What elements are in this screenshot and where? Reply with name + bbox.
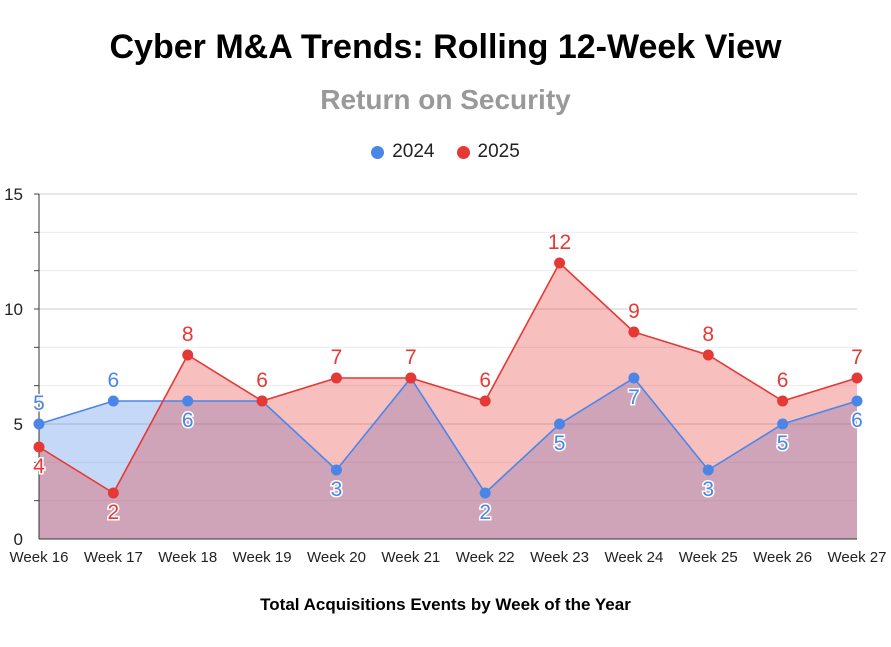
legend-item-2024[interactable]: 2024 [371, 141, 435, 163]
data-label-2024: 6 [256, 369, 268, 392]
data-label-2025: 8 [182, 323, 194, 346]
legend: 2024 2025 [0, 141, 891, 163]
point-2025 [182, 349, 194, 361]
chart-title: Cyber M&A Trends: Rolling 12-Week View [109, 28, 782, 66]
point-2025 [628, 326, 640, 338]
series-lines [38, 261, 858, 495]
data-label-2025: 12 [548, 231, 571, 254]
point-2024 [628, 372, 640, 384]
point-2025 [851, 372, 863, 384]
data-label-2025: 9 [628, 300, 640, 323]
x-tick-label: Week 27 [828, 549, 887, 566]
data-label-2024: 3 [702, 478, 714, 501]
area-2024 [39, 378, 857, 539]
point-2025 [405, 372, 417, 384]
x-tick-label: Week 25 [679, 549, 738, 566]
point-2024 [330, 464, 342, 476]
point-2025 [330, 372, 342, 384]
x-tick-label: Week 20 [307, 549, 366, 566]
gridlines [39, 193, 857, 502]
data-label-2025: 8 [702, 323, 714, 346]
data-label-2025: 6 [777, 369, 789, 392]
x-tick-label: Week 24 [604, 549, 663, 566]
data-label-2024: 7 [405, 346, 417, 369]
series-points [33, 257, 863, 499]
x-axis-title: Total Acquisitions Events by Week of the… [260, 595, 631, 614]
y-tick-label: 0 [14, 530, 23, 549]
data-label-2024: 3 [331, 478, 343, 501]
x-tick-label: Week 19 [233, 549, 292, 566]
point-2025 [702, 349, 714, 361]
legend-label-2024: 2024 [392, 141, 435, 162]
point-2025 [554, 257, 566, 269]
data-label-2025: 7 [851, 346, 863, 369]
area-2025 [39, 263, 857, 539]
y-tick-label: 15 [4, 185, 23, 204]
point-2024 [851, 395, 863, 407]
x-tick-label: Week 21 [381, 549, 440, 566]
data-label-2024: 2 [479, 501, 491, 524]
x-tick-label: Week 18 [158, 549, 217, 566]
point-2025 [33, 441, 45, 453]
data-label-2024: 7 [628, 386, 640, 409]
data-label-2024: 5 [554, 432, 566, 455]
point-2025 [777, 395, 789, 407]
point-2024 [182, 395, 194, 407]
x-tick-label: Week 22 [456, 549, 515, 566]
data-label-2024: 6 [182, 409, 194, 432]
x-tick-label: Week 17 [84, 549, 143, 566]
point-2025 [256, 395, 268, 407]
data-label-2024: 6 [108, 369, 120, 392]
chart-subtitle: Return on Security [320, 84, 571, 115]
data-label-2025: 7 [331, 346, 343, 369]
point-2024 [777, 418, 789, 430]
data-label-2024: 6 [851, 409, 863, 432]
series-areas [39, 263, 857, 539]
data-label-2025: 6 [256, 369, 268, 392]
y-tick-label: 10 [4, 300, 23, 319]
point-2024 [702, 464, 714, 476]
point-2024 [107, 395, 119, 407]
data-label-2024: 5 [33, 392, 45, 415]
data-label-2025: 7 [405, 346, 417, 369]
legend-swatch-2024 [371, 145, 385, 159]
data-label-2025: 6 [479, 369, 491, 392]
data-label-2025: 4 [33, 455, 45, 478]
point-2024 [554, 418, 566, 430]
x-tick-label: Week 16 [10, 549, 69, 566]
line-2024 [38, 376, 858, 495]
line-2025 [38, 261, 858, 495]
point-2025 [107, 487, 119, 499]
axes: 0 5 10 15 Week 16 Week 17 Week 18 Week 19 Week 2… [4, 185, 886, 566]
point-2025 [479, 395, 491, 407]
x-tick-label: Week 26 [753, 549, 812, 566]
data-label-2025: 2 [108, 501, 120, 524]
y-tick-label: 5 [14, 415, 23, 434]
data-label-2024: 5 [777, 432, 789, 455]
point-2024 [479, 487, 491, 499]
legend-swatch-2025 [456, 145, 470, 159]
legend-item-2025[interactable]: 2025 [456, 141, 520, 163]
point-2024 [33, 418, 45, 430]
legend-label-2025: 2025 [477, 141, 520, 162]
x-tick-label: Week 23 [530, 549, 589, 566]
